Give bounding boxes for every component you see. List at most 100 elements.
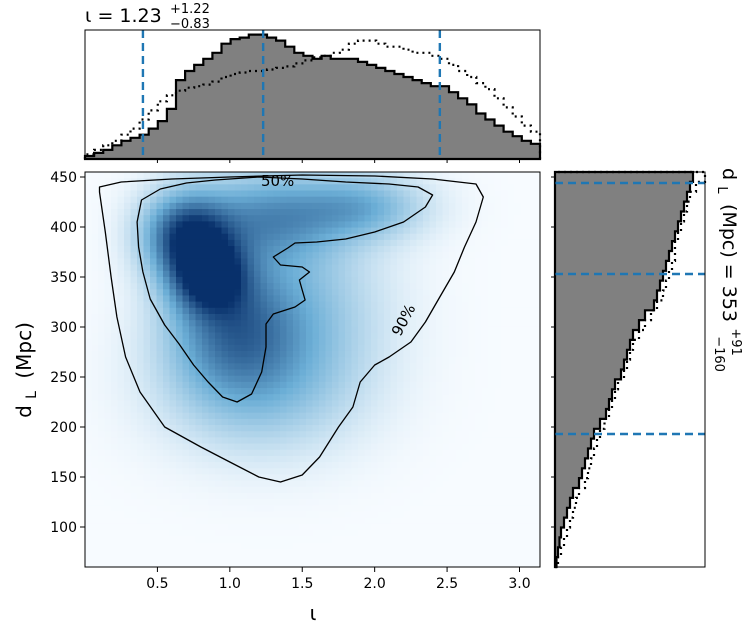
heatmap-cell <box>169 560 177 567</box>
heatmap-cell <box>306 529 314 537</box>
heatmap-cell <box>182 431 190 438</box>
heatmap-cell <box>475 560 483 567</box>
heatmap-cell <box>410 412 418 420</box>
heatmap-cell <box>403 307 411 315</box>
heatmap-cell <box>332 400 340 408</box>
heatmap-cell <box>254 449 262 457</box>
heatmap-cell <box>377 313 385 321</box>
heatmap-cell <box>293 369 301 377</box>
heatmap-cell <box>286 178 294 185</box>
heatmap-cell <box>501 172 509 179</box>
heatmap-cell <box>299 523 307 531</box>
heatmap-cell <box>455 406 463 414</box>
heatmap-cell <box>345 511 353 519</box>
heatmap-cell <box>533 246 540 253</box>
heatmap-cell <box>254 412 262 420</box>
heatmap-cell <box>338 443 346 451</box>
heatmap-cell <box>442 196 450 204</box>
heatmap-cell <box>130 332 138 340</box>
heatmap-cell <box>319 258 327 266</box>
heatmap-cell <box>351 554 359 562</box>
heatmap-cell <box>514 437 522 445</box>
heatmap-cell <box>137 196 145 204</box>
heatmap-cell <box>143 529 151 537</box>
heatmap-cell <box>533 307 540 315</box>
heatmap-cell <box>234 449 242 457</box>
heatmap-cell <box>449 400 457 408</box>
heatmap-cell <box>299 227 307 235</box>
heatmap-cell <box>124 221 132 229</box>
heatmap-cell <box>150 523 158 531</box>
heatmap-cell <box>501 554 509 562</box>
heatmap-cell <box>384 209 392 216</box>
heatmap-cell <box>514 258 522 266</box>
heatmap-cell <box>475 363 483 371</box>
heatmap-cell <box>345 431 353 438</box>
heatmap-cell <box>455 536 463 543</box>
heatmap-cell <box>169 474 177 482</box>
heatmap-cell <box>475 523 483 531</box>
heatmap-cell <box>429 301 437 309</box>
heatmap-cell <box>442 369 450 377</box>
heatmap-cell <box>501 326 509 334</box>
heatmap-cell <box>494 400 502 408</box>
heatmap-cell <box>241 209 249 216</box>
heatmap-cell <box>325 283 333 290</box>
heatmap-cell <box>234 283 242 290</box>
heatmap-cell <box>397 375 405 383</box>
heatmap-cell <box>384 548 392 556</box>
heatmap-cell <box>124 326 132 334</box>
heatmap-cell <box>273 289 281 297</box>
heatmap-cell <box>241 252 249 259</box>
heatmap-cell <box>254 276 262 284</box>
heatmap-cell <box>514 548 522 556</box>
heatmap-cell <box>338 295 346 303</box>
heatmap-cell <box>111 492 119 500</box>
heatmap-cell <box>98 350 106 358</box>
heatmap-cell <box>286 264 294 272</box>
heatmap-cell <box>293 517 301 525</box>
heatmap-cell <box>527 375 535 383</box>
heatmap-cell <box>514 468 522 476</box>
heatmap-cell <box>462 178 470 185</box>
heatmap-cell <box>221 307 229 315</box>
heatmap-cell <box>137 412 145 420</box>
heatmap-cell <box>416 264 424 272</box>
heatmap-cell <box>91 264 99 272</box>
heatmap-cell <box>371 388 379 395</box>
heatmap-cell <box>449 258 457 266</box>
heatmap-cell <box>215 486 223 494</box>
heatmap-cell <box>215 363 223 371</box>
heatmap-cell <box>247 221 255 229</box>
heatmap-cell <box>345 332 353 340</box>
heatmap-cell <box>533 499 540 506</box>
heatmap-cell <box>260 221 268 229</box>
heatmap-cell <box>423 172 431 179</box>
heatmap-cell <box>475 295 483 303</box>
heatmap-cell <box>436 431 444 438</box>
heatmap-cell <box>182 449 190 457</box>
heatmap-cell <box>514 388 522 395</box>
heatmap-cell <box>247 357 255 364</box>
heatmap-cell <box>514 431 522 438</box>
heatmap-cell <box>332 363 340 371</box>
heatmap-cell <box>332 455 340 463</box>
heatmap-cell <box>488 184 496 192</box>
heatmap-cell <box>254 542 262 550</box>
heatmap-cell <box>228 246 236 253</box>
heatmap-cell <box>488 455 496 463</box>
heatmap-cell <box>507 517 515 525</box>
heatmap-cell <box>332 270 340 278</box>
heatmap-cell <box>468 196 476 204</box>
heatmap-cell <box>514 283 522 290</box>
heatmap-cell <box>410 536 418 543</box>
heatmap-cell <box>410 499 418 506</box>
heatmap-cell <box>377 276 385 284</box>
heatmap-cell <box>137 338 145 346</box>
heatmap-cell <box>364 462 372 469</box>
heatmap-cell <box>436 190 444 198</box>
heatmap-cell <box>176 239 184 247</box>
heatmap-cell <box>397 517 405 525</box>
heatmap-cell <box>137 400 145 408</box>
heatmap-cell <box>423 523 431 531</box>
